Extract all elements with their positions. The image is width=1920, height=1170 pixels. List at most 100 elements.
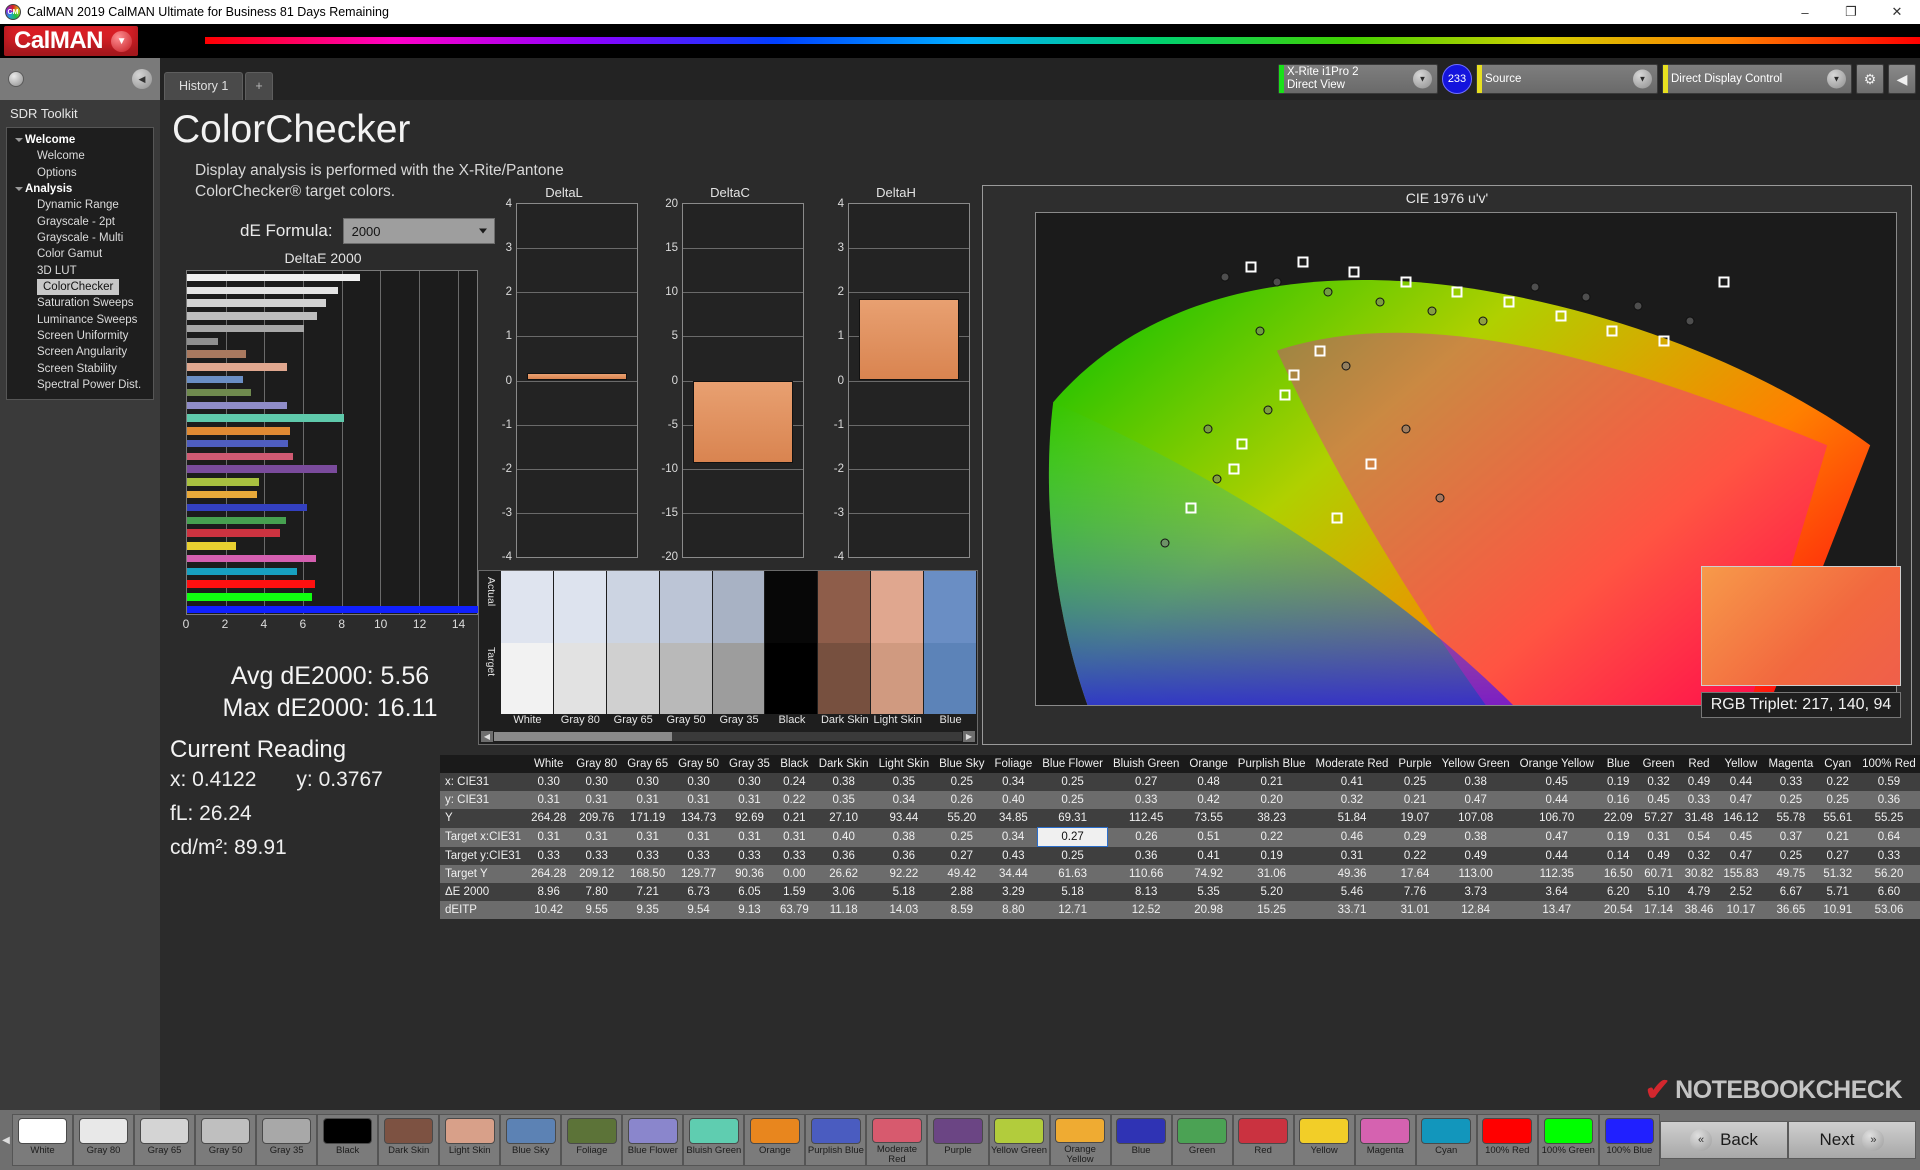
table-cell[interactable]: 0.37 bbox=[1763, 827, 1819, 847]
table-cell[interactable]: 0.33 bbox=[622, 846, 674, 865]
table-cell[interactable]: 6.67 bbox=[1763, 883, 1819, 901]
table-cell[interactable]: 5.18 bbox=[1037, 883, 1108, 901]
table-cell[interactable]: 0.64 bbox=[1857, 827, 1920, 847]
patch-swatch[interactable]: Light Skin bbox=[439, 1114, 501, 1166]
table-cell[interactable]: 6.60 bbox=[1857, 883, 1920, 901]
table-cell[interactable]: 0.22 bbox=[774, 791, 814, 809]
table-cell[interactable]: 0.14 bbox=[1598, 846, 1638, 865]
patch-swatch[interactable]: Blue Flower bbox=[622, 1114, 684, 1166]
patch-swatch[interactable]: Moderate Red bbox=[866, 1114, 928, 1166]
table-cell[interactable]: 0.25 bbox=[1393, 773, 1437, 791]
patch-swatch[interactable]: Orange bbox=[744, 1114, 806, 1166]
table-cell[interactable]: 0.33 bbox=[774, 846, 814, 865]
strip-column[interactable] bbox=[606, 571, 660, 714]
table-cell[interactable]: 0.31 bbox=[571, 827, 623, 847]
table-cell[interactable]: 0.33 bbox=[1763, 773, 1819, 791]
table-cell[interactable]: 53.06 bbox=[1857, 901, 1920, 919]
table-cell[interactable]: 0.25 bbox=[1763, 846, 1819, 865]
table-cell[interactable]: 0.31 bbox=[571, 791, 623, 809]
sidebar-item-welcome[interactable]: Welcome bbox=[7, 132, 153, 148]
table-cell[interactable]: 49.75 bbox=[1763, 865, 1819, 883]
patch-swatch[interactable]: Magenta bbox=[1354, 1114, 1416, 1166]
table-cell[interactable]: 0.32 bbox=[1679, 846, 1719, 865]
table-cell[interactable]: 6.05 bbox=[724, 883, 775, 901]
table-cell[interactable]: 0.36 bbox=[813, 846, 874, 865]
table-cell[interactable]: 0.47 bbox=[1718, 791, 1764, 809]
back-button[interactable]: « Back bbox=[1660, 1121, 1788, 1159]
table-cell[interactable]: 0.30 bbox=[673, 773, 725, 791]
de-formula-select[interactable]: 2000 bbox=[342, 218, 495, 244]
table-cell[interactable]: 0.25 bbox=[1818, 791, 1858, 809]
table-cell[interactable]: 4.79 bbox=[1679, 883, 1719, 901]
source-selector[interactable]: Source ▼ bbox=[1476, 64, 1658, 94]
table-cell[interactable]: 0.40 bbox=[813, 827, 874, 847]
table-cell[interactable]: 38.46 bbox=[1679, 901, 1719, 919]
table-cell[interactable]: 10.17 bbox=[1718, 901, 1764, 919]
table-cell[interactable]: 8.96 bbox=[526, 883, 572, 901]
table-cell[interactable]: 0.19 bbox=[1598, 827, 1638, 847]
table-cell[interactable]: 0.40 bbox=[989, 791, 1038, 809]
strip-column[interactable] bbox=[871, 571, 925, 714]
table-cell[interactable]: 56.20 bbox=[1857, 865, 1920, 883]
table-cell[interactable]: 0.47 bbox=[1718, 846, 1764, 865]
patch-swatch[interactable]: Yellow Green bbox=[988, 1114, 1050, 1166]
table-cell[interactable]: 0.35 bbox=[813, 791, 874, 809]
table-cell[interactable]: 36.65 bbox=[1763, 901, 1819, 919]
sidebar-item-screen-angularity[interactable]: Screen Angularity bbox=[37, 346, 128, 359]
table-cell[interactable]: 5.18 bbox=[873, 883, 935, 901]
table-cell[interactable]: 0.20 bbox=[1232, 791, 1311, 809]
table-cell[interactable]: 34.44 bbox=[989, 865, 1038, 883]
table-cell[interactable]: 0.43 bbox=[989, 846, 1038, 865]
table-cell[interactable]: 0.00 bbox=[774, 865, 814, 883]
table-cell[interactable]: 14.03 bbox=[873, 901, 935, 919]
table-cell[interactable]: 15.25 bbox=[1232, 901, 1311, 919]
table-cell[interactable]: 5.20 bbox=[1232, 883, 1311, 901]
table-cell[interactable]: 0.25 bbox=[1037, 773, 1108, 791]
meter-selector[interactable]: X-Rite i1Pro 2 Direct View ▼ bbox=[1278, 64, 1438, 94]
table-cell[interactable]: 0.45 bbox=[1718, 827, 1764, 847]
sidebar-item-saturation-sweeps[interactable]: Saturation Sweeps bbox=[37, 297, 134, 310]
table-cell[interactable]: 0.30 bbox=[622, 773, 674, 791]
table-cell[interactable]: 0.31 bbox=[622, 791, 674, 809]
table-cell[interactable]: 51.32 bbox=[1818, 865, 1858, 883]
table-cell[interactable]: 12.71 bbox=[1037, 901, 1108, 919]
table-cell[interactable]: 2.52 bbox=[1718, 883, 1764, 901]
table-cell[interactable]: 51.84 bbox=[1310, 809, 1394, 828]
table-cell[interactable]: 0.32 bbox=[1310, 791, 1394, 809]
table-cell[interactable]: 112.45 bbox=[1107, 809, 1185, 828]
measurements-table-wrap[interactable]: White Gray 80 Gray 65 Gray 50 Gray 35 Black Da… bbox=[440, 755, 1920, 990]
table-cell[interactable]: 2.88 bbox=[934, 883, 990, 901]
table-cell[interactable]: 9.54 bbox=[673, 901, 725, 919]
table-cell[interactable]: 0.45 bbox=[1637, 791, 1680, 809]
sidebar-item-3d-lut[interactable]: 3D LUT bbox=[37, 264, 77, 277]
table-cell[interactable]: 0.33 bbox=[724, 846, 775, 865]
patch-swatch[interactable]: Blue Sky bbox=[500, 1114, 562, 1166]
table-cell[interactable]: 0.22 bbox=[1818, 773, 1858, 791]
table-cell[interactable]: 0.33 bbox=[1679, 791, 1719, 809]
table-cell[interactable]: 113.00 bbox=[1436, 865, 1515, 883]
sidebar-item-spectral-power-dist[interactable]: Spectral Power Dist. bbox=[37, 378, 142, 391]
minimize-button[interactable]: – bbox=[1801, 4, 1809, 20]
table-cell[interactable]: 13.47 bbox=[1514, 901, 1599, 919]
strip-column[interactable] bbox=[553, 571, 607, 714]
table-cell[interactable]: 11.18 bbox=[813, 901, 874, 919]
table-cell[interactable]: 0.27 bbox=[1107, 773, 1185, 791]
table-cell[interactable]: 6.73 bbox=[673, 883, 725, 901]
patch-swatch[interactable]: Bluish Green bbox=[683, 1114, 745, 1166]
scroll-left-icon[interactable]: ◀ bbox=[481, 731, 493, 742]
table-cell[interactable]: 264.28 bbox=[526, 809, 572, 828]
table-cell[interactable]: 112.35 bbox=[1514, 865, 1599, 883]
table-cell[interactable]: 8.80 bbox=[989, 901, 1038, 919]
table-cell[interactable]: 0.59 bbox=[1857, 773, 1920, 791]
sidebar-item-grayscale-2pt[interactable]: Grayscale - 2pt bbox=[37, 215, 115, 228]
table-cell[interactable]: 0.21 bbox=[1232, 773, 1311, 791]
table-cell[interactable]: 0.33 bbox=[1857, 846, 1920, 865]
table-cell[interactable]: 0.35 bbox=[873, 773, 935, 791]
table-cell[interactable]: 9.55 bbox=[571, 901, 623, 919]
chevron-down-icon[interactable]: ▼ bbox=[1633, 69, 1652, 89]
table-cell[interactable]: 33.71 bbox=[1310, 901, 1394, 919]
calman-logo[interactable]: CalMAN ▼ bbox=[4, 26, 139, 56]
scrollbar-track[interactable] bbox=[494, 732, 962, 741]
maximize-button[interactable]: ❐ bbox=[1845, 4, 1857, 19]
chevron-down-icon[interactable]: ▼ bbox=[111, 30, 133, 52]
